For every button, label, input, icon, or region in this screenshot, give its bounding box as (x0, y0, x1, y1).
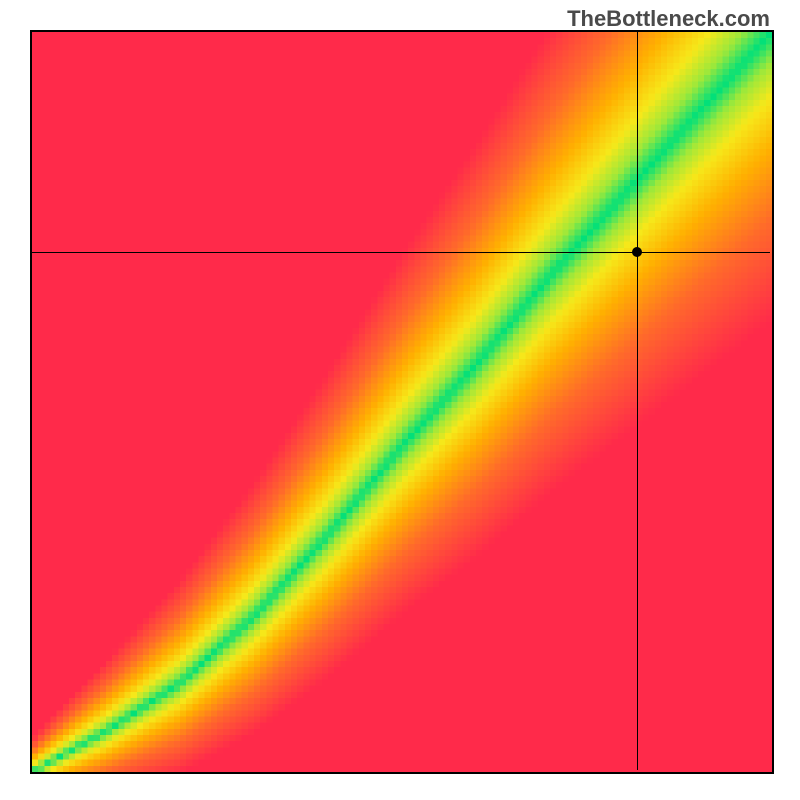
watermark-text: TheBottleneck.com (567, 6, 770, 32)
heatmap-canvas (32, 32, 772, 772)
crosshair-horizontal-line (30, 252, 770, 253)
heatmap-container (30, 30, 774, 774)
crosshair-dot (632, 247, 642, 257)
crosshair-vertical-line (637, 30, 638, 770)
